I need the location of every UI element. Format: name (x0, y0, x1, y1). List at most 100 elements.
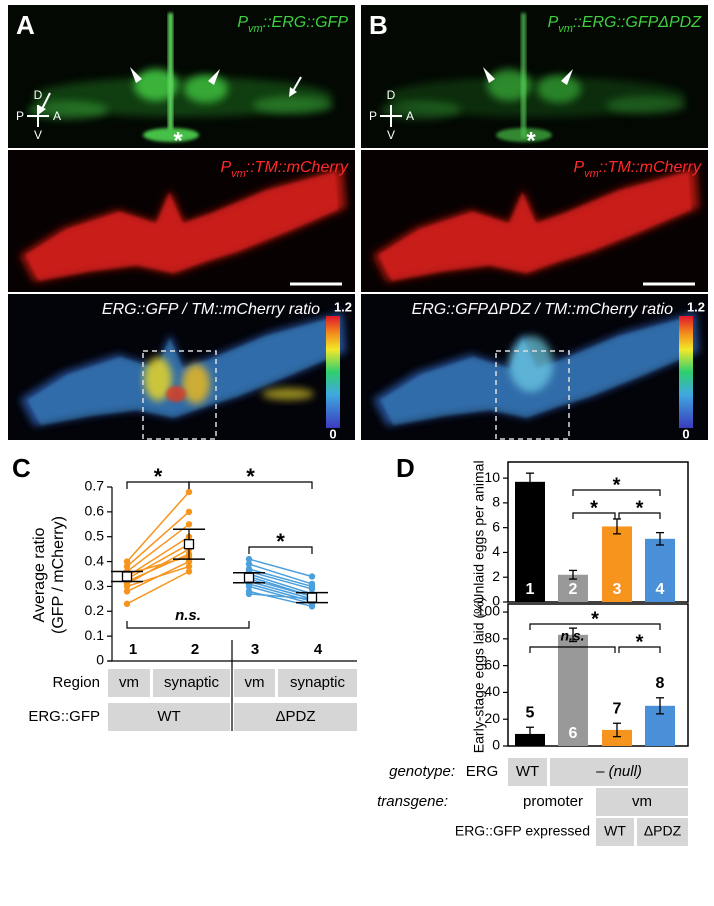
label-run: P (548, 14, 559, 31)
ratio-hotspot (166, 386, 186, 402)
mcherry-image: Pvm::TM::mCherry (361, 150, 708, 292)
data-point (245, 555, 253, 563)
mcherry-image: Pvm::TM::mCherry (8, 150, 355, 292)
colorbar-max: 1.2 (687, 299, 705, 314)
row-label: genotype: (389, 763, 455, 780)
y-tick-label: 100 (477, 603, 501, 619)
bar (515, 481, 545, 602)
row-label: Region (52, 674, 100, 691)
bar-label: 7 (613, 700, 622, 717)
compass-label: V (387, 128, 395, 142)
y-tick-label: 0.4 (85, 552, 105, 568)
label-run: ::ERG::GFP (263, 14, 349, 31)
label-run: vm (584, 168, 599, 180)
pair-line (126, 511, 190, 568)
y-tick-label: 0.3 (85, 577, 105, 593)
significance-label: * (636, 497, 644, 519)
y-tick-label: 80 (484, 630, 500, 646)
bar-label: 4 (656, 581, 665, 598)
ratio-hotspot (182, 364, 210, 404)
mean-marker (306, 592, 318, 603)
table-cell (596, 818, 634, 846)
bar (645, 538, 675, 602)
significance-bracket (248, 546, 313, 554)
midline-marker: * (173, 127, 183, 154)
arrow (292, 76, 302, 92)
y-axis-label: Unlaid eggs per animal (471, 460, 487, 603)
image-background (361, 5, 708, 148)
bar-label: 1 (526, 581, 535, 598)
data-point (123, 588, 131, 595)
compass-label: D (387, 88, 396, 102)
significance-bracket (572, 512, 616, 519)
pair-line (126, 548, 190, 585)
gfp-signal (537, 75, 581, 103)
ratio-label: ERG::GFP / TM::mCherry ratio (102, 301, 320, 318)
pair-line (248, 593, 313, 600)
mcherry-label: Pvm::TM::mCherry (573, 159, 702, 180)
table-cell (234, 703, 357, 731)
table-cell-text: – (null) (595, 763, 642, 780)
y-tick-label: 0.7 (85, 478, 105, 494)
compass-label: P (16, 109, 24, 123)
bar (558, 634, 588, 746)
panel-letter: B (369, 10, 388, 40)
significance-bracket (529, 646, 616, 653)
y-tick-label: 0.1 (85, 627, 105, 643)
data-point (185, 558, 193, 565)
data-point (308, 603, 316, 610)
table-cell-text: vm (119, 674, 139, 691)
bar (602, 526, 632, 602)
mean-marker (121, 571, 133, 582)
data-point (245, 590, 253, 598)
ratio-hotspot (144, 357, 172, 401)
compass-label: P (369, 109, 377, 123)
error-bar (613, 518, 621, 535)
pair-line (126, 536, 190, 578)
mean-marker (243, 572, 255, 583)
pair-line (126, 570, 190, 605)
y-axis-label: Early-stage eggs laid (%) (471, 597, 487, 753)
ratio-hotspot (262, 388, 314, 400)
plot-frame (507, 603, 689, 747)
mean-marker (183, 539, 195, 550)
data-point (123, 558, 131, 565)
significance-bracket (529, 623, 661, 630)
pair-line (248, 578, 313, 598)
category-label: 1 (129, 641, 137, 658)
label-run: P (573, 159, 584, 176)
gfp-signal (253, 96, 333, 114)
table-cell (108, 703, 230, 731)
arrow-head (38, 105, 46, 115)
arrowhead (561, 69, 573, 85)
pair-line (248, 580, 313, 600)
data-point (185, 563, 193, 570)
significance-bracket (572, 489, 661, 496)
row-label: transgene: (377, 793, 448, 810)
row-label: ERG::GFP (28, 708, 100, 725)
bar-label: 3 (613, 581, 622, 598)
label-run: ::TM::mCherry (246, 159, 349, 176)
table-cell-text: synaptic (164, 674, 220, 691)
y-tick-label: 10 (484, 469, 500, 485)
arrowhead (483, 67, 495, 83)
y-tick-label: 2 (492, 568, 500, 584)
error-bar (656, 531, 664, 546)
row-label: ERG::GFP expressed (455, 823, 590, 839)
y-tick-label: 0.5 (85, 527, 105, 543)
category-label: 3 (251, 641, 259, 658)
table-cell-text: ΔPDZ (275, 708, 315, 725)
data-point (185, 521, 193, 528)
compass-label: A (53, 109, 61, 123)
significance-label: * (276, 529, 285, 554)
error-bar (613, 722, 621, 738)
label-run: P (237, 14, 248, 31)
gfp-label: Pvm::ERG::GFP (237, 14, 348, 35)
significance-bracket (126, 621, 250, 629)
table-cell (108, 669, 150, 697)
significance-bracket (188, 481, 313, 489)
table-cell-text: synaptic (290, 674, 346, 691)
